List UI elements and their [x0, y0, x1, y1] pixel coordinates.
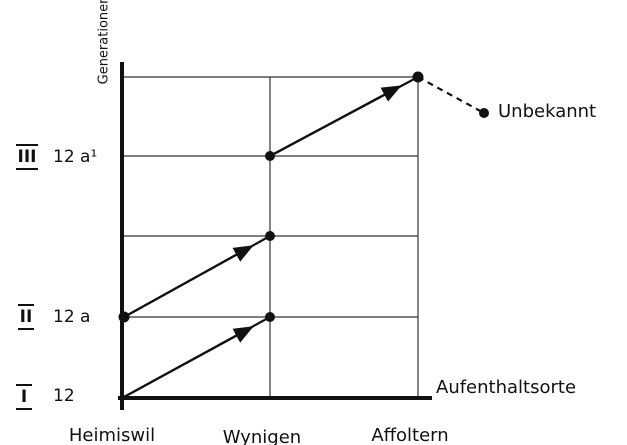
generation-code: 12 [53, 386, 75, 406]
generation-numeral: II [20, 307, 33, 327]
arrow-head [269, 85, 402, 157]
y-axis-label: Generationen [97, 0, 112, 84]
place-label: Heimiswil [69, 425, 155, 445]
node [412, 71, 424, 83]
generation-code: 12 a¹ [53, 147, 97, 167]
node [479, 108, 489, 118]
node [265, 231, 275, 241]
numeral-rules [16, 144, 38, 410]
x-axis-label: Aufenthaltsorte [436, 377, 576, 398]
unknown-label: Unbekannt [498, 101, 596, 122]
arrow-head [123, 245, 254, 318]
place-label: Affoltern [371, 425, 448, 445]
generation-numeral: III [18, 147, 37, 167]
generation-code: 12 a [53, 307, 90, 327]
arrow-head [123, 326, 254, 398]
place-label: Wynigen [223, 427, 301, 445]
node [265, 151, 275, 161]
node [118, 311, 130, 323]
node [265, 312, 275, 322]
generation-numeral: I [21, 387, 27, 407]
dashed-line [417, 76, 485, 114]
